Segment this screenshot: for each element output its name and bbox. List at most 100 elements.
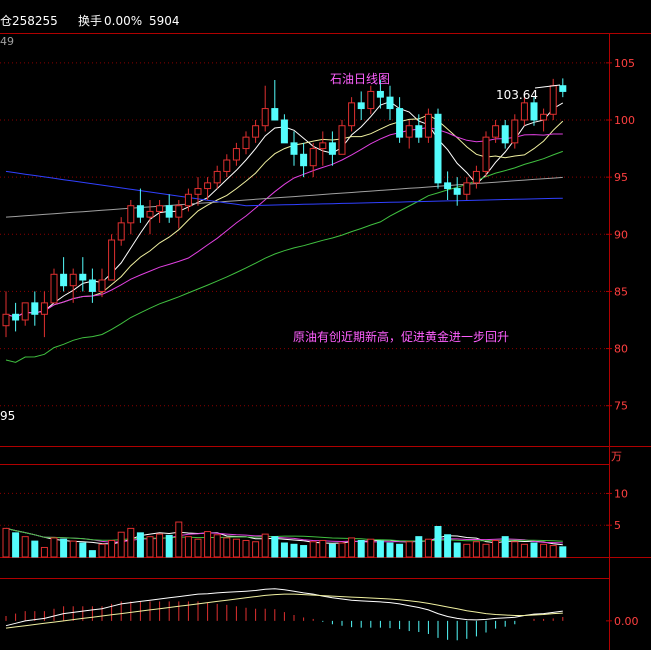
candle-body xyxy=(492,125,500,138)
y-tick-label: 85 xyxy=(614,285,628,298)
volume-bar xyxy=(348,537,356,558)
macd-tick-label: 0.00 xyxy=(614,615,639,628)
volume-bar xyxy=(453,542,461,558)
candle xyxy=(520,97,528,126)
candle-body xyxy=(175,205,183,218)
candle xyxy=(511,114,519,149)
candle-body xyxy=(472,170,480,184)
volume-bar xyxy=(204,531,212,558)
candle-body xyxy=(386,96,394,110)
candle xyxy=(252,120,260,143)
candle xyxy=(117,217,125,246)
candle xyxy=(328,131,336,166)
volume-bar xyxy=(12,532,20,558)
candle xyxy=(453,177,461,206)
candle-body xyxy=(396,108,404,138)
volume-bar xyxy=(156,533,164,558)
candle-body xyxy=(482,136,490,172)
volume-bar xyxy=(194,538,202,558)
volume-tick-label: 5 xyxy=(614,519,621,532)
header-left-text: 仓258255 xyxy=(0,14,58,28)
candle-body xyxy=(21,302,29,321)
candle xyxy=(136,188,144,223)
volume-bar xyxy=(482,543,490,558)
volume-ma20-line xyxy=(5,527,563,542)
candle xyxy=(415,114,423,143)
candle-body xyxy=(88,279,96,292)
volume-ma10-line xyxy=(5,527,563,544)
candle-body xyxy=(415,125,423,138)
candle xyxy=(540,108,548,132)
high-marker: 103.64 xyxy=(496,84,561,102)
volume-bar xyxy=(405,541,413,558)
volume-bar xyxy=(184,536,192,558)
candle-body xyxy=(50,273,58,304)
header-sub-label: 49 xyxy=(0,35,14,48)
candle-body xyxy=(108,239,116,281)
volume-bar xyxy=(232,538,240,558)
candle xyxy=(472,165,480,189)
volume-bar xyxy=(261,533,269,558)
candle-body xyxy=(434,113,442,184)
candle-body xyxy=(60,273,68,287)
candle-body xyxy=(367,90,375,110)
volume-bar xyxy=(300,545,308,558)
candle-body xyxy=(271,108,279,121)
candle xyxy=(482,131,490,178)
candle-body xyxy=(204,182,212,190)
volume-bar xyxy=(271,536,279,558)
high-marker-line xyxy=(534,84,561,89)
candle xyxy=(165,194,173,223)
macd-dea-line xyxy=(5,593,563,629)
volume-bar xyxy=(511,541,519,558)
candle-body xyxy=(453,188,461,195)
volume-bar xyxy=(146,536,154,558)
candle-body xyxy=(280,119,288,144)
candle xyxy=(213,165,221,189)
candle xyxy=(424,108,432,143)
candle xyxy=(242,131,250,155)
volume-bar xyxy=(463,543,471,558)
candle-body xyxy=(424,113,432,138)
volume-bar xyxy=(242,539,250,558)
volume-bar xyxy=(223,537,231,558)
candle-body xyxy=(376,90,384,98)
candle xyxy=(175,200,183,229)
volume-bar xyxy=(31,540,39,558)
candle-body xyxy=(300,153,308,167)
volume-bar xyxy=(108,539,116,558)
candle xyxy=(271,80,279,121)
candle-body xyxy=(549,85,557,115)
candle xyxy=(405,120,413,149)
volume-bar xyxy=(290,543,298,558)
volume-bar xyxy=(98,543,106,558)
volume-bar xyxy=(127,527,135,558)
candle-body xyxy=(40,302,48,315)
candle-body xyxy=(511,119,519,144)
ma250-line xyxy=(5,170,563,207)
candle-body xyxy=(69,273,77,287)
candle xyxy=(309,142,317,178)
volume-bar xyxy=(40,546,48,558)
volume-bar xyxy=(88,550,96,558)
y-tick-label: 80 xyxy=(614,343,628,356)
macd-dif-line xyxy=(5,588,563,627)
header-bar: 仓258255 换手 0.00% 5904 49 xyxy=(0,14,180,48)
turnover-value: 0.00% xyxy=(104,14,142,28)
candle-body xyxy=(2,313,10,327)
ma10-line xyxy=(5,114,564,318)
candle xyxy=(21,302,29,326)
candle-body xyxy=(463,182,471,195)
candle-body xyxy=(79,273,87,281)
volume-bar xyxy=(367,538,375,558)
low-marker-label: 95 xyxy=(0,409,15,423)
candle xyxy=(357,91,365,120)
y-tick-label: 75 xyxy=(614,400,628,413)
candle-body xyxy=(405,125,413,138)
volume-bar xyxy=(117,531,125,558)
volume-bar xyxy=(492,539,500,558)
volume-bar xyxy=(252,541,260,558)
volume-bar xyxy=(79,542,87,558)
candle-body xyxy=(12,313,20,321)
